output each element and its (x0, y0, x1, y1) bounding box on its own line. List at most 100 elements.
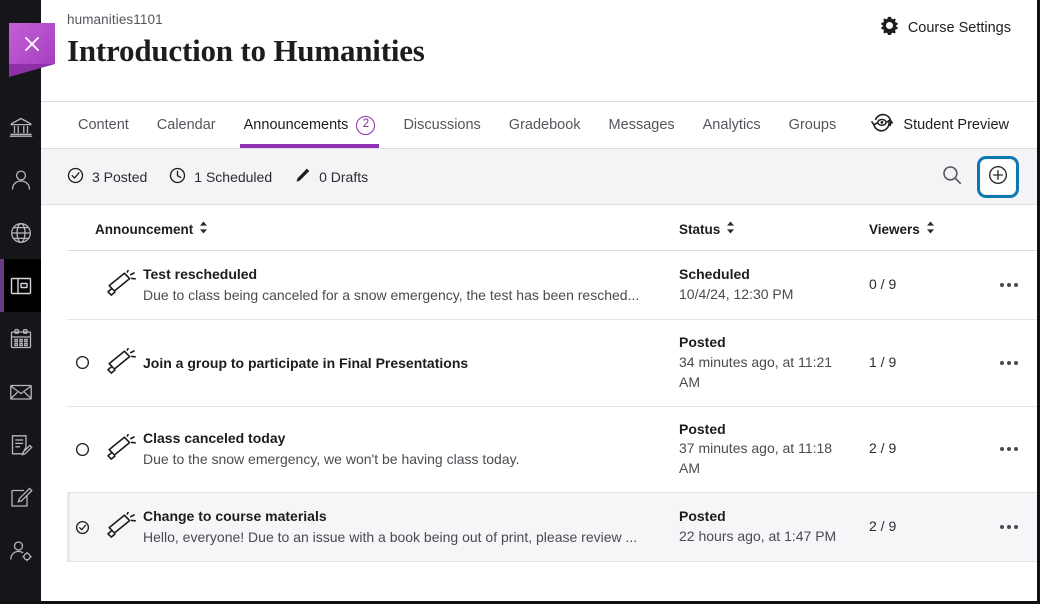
announcement-title[interactable]: Join a group to participate in Final Pre… (143, 354, 469, 371)
sidebar-item-calendar[interactable] (0, 312, 41, 365)
row-actions-cell (979, 406, 1037, 493)
sidebar-item-messages[interactable] (0, 365, 41, 418)
announcement-description: Due to class being canceled for a snow e… (143, 287, 640, 304)
viewers-count: 1 / 9 (869, 353, 897, 370)
row-actions-cell (979, 250, 1037, 321)
sidebar-item-courses[interactable] (0, 259, 41, 312)
tab-analytics[interactable]: Analytics (689, 102, 775, 148)
column-header-viewers[interactable]: Viewers (869, 205, 979, 251)
status-state: Posted (679, 508, 726, 525)
viewers-count: 0 / 9 (869, 276, 897, 293)
row-status-cell: Posted 37 minutes ago, at 11:18 AM (679, 406, 869, 493)
institution-icon (8, 114, 34, 140)
toolbar-actions (936, 155, 1019, 198)
column-header-announcement-label: Announcement (95, 221, 194, 237)
status-state: Posted (679, 334, 726, 351)
row-announcement-cell: Class canceled today Due to the snow eme… (67, 406, 679, 493)
tab-label: Announcements (243, 117, 349, 133)
table-row[interactable]: Join a group to participate in Final Pre… (67, 319, 1037, 407)
person-icon (8, 167, 34, 193)
table-body: Test rescheduled Due to class being canc… (67, 250, 1037, 563)
announcement-description: Due to the snow emergency, we won't be h… (143, 451, 520, 468)
globe-icon (8, 220, 34, 246)
sort-arrows-icon (199, 221, 208, 237)
announcement-description: Hello, everyone! Due to an issue with a … (143, 529, 638, 546)
table-row[interactable]: Test rescheduled Due to class being canc… (67, 250, 1037, 321)
main-area: humanities1101 Introduction to Humanitie… (41, 0, 1037, 601)
column-header-status[interactable]: Status (679, 205, 869, 251)
tab-label: Gradebook (508, 117, 581, 133)
table-row[interactable]: Class canceled today Due to the snow eme… (67, 406, 1037, 493)
row-actions-cell (979, 492, 1037, 563)
row-status-cell: Scheduled 10/4/24, 12:30 PM (679, 250, 869, 321)
kebab-menu-icon[interactable] (979, 275, 1037, 295)
sort-arrows-icon (926, 221, 935, 237)
read-status-indicator[interactable] (67, 355, 97, 370)
plus-circle-icon (987, 164, 1009, 189)
search-button[interactable] (936, 161, 968, 193)
filter-scheduled[interactable]: 1 Scheduled (169, 167, 272, 187)
viewers-count: 2 / 9 (869, 518, 897, 535)
megaphone-icon (97, 434, 143, 464)
status-state: Scheduled (679, 266, 750, 283)
row-actions-cell (979, 319, 1037, 407)
tab-calendar[interactable]: Calendar (143, 102, 230, 148)
tab-label: Analytics (702, 117, 761, 133)
announcement-title[interactable]: Class canceled today (143, 430, 286, 447)
megaphone-icon (97, 270, 143, 300)
course-settings-button[interactable]: Course Settings (880, 16, 1011, 40)
admin-icon (8, 538, 34, 564)
close-panel-button[interactable] (9, 23, 55, 77)
announcement-title[interactable]: Test rescheduled (143, 266, 258, 282)
tab-groups[interactable]: Groups (775, 102, 851, 148)
kebab-menu-icon[interactable] (979, 517, 1037, 537)
row-status-cell: Posted 34 minutes ago, at 11:21 AM (679, 319, 869, 407)
sidebar-item-courses-globe[interactable] (0, 206, 41, 259)
search-icon (941, 164, 963, 189)
status-time: 37 minutes ago, at 11:18 AM (679, 440, 833, 477)
tab-label: Groups (788, 117, 837, 133)
megaphone-icon (97, 512, 143, 542)
announcements-table-container: Announcement S (41, 205, 1037, 601)
row-announcement-cell: Change to course materials Hello, everyo… (67, 492, 679, 563)
course-header: humanities1101 Introduction to Humanitie… (41, 0, 1037, 102)
filter-drafts[interactable]: 0 Drafts (294, 167, 368, 187)
row-status-cell: Posted 22 hours ago, at 1:47 PM (679, 492, 869, 563)
close-panel-notch (9, 64, 55, 77)
read-status-indicator[interactable] (67, 520, 97, 535)
row-viewers-cell: 2 / 9 (869, 406, 979, 493)
announcements-toolbar: 3 Posted 1 Scheduled 0 Drafts (41, 149, 1037, 205)
table-row[interactable]: Change to course materials Hello, everyo… (67, 492, 1037, 563)
tab-content[interactable]: Content (67, 102, 143, 148)
tab-discussions[interactable]: Discussions (389, 102, 494, 148)
add-announcement-button[interactable] (977, 155, 1019, 198)
tools-icon (8, 485, 34, 511)
filter-posted[interactable]: 3 Posted (67, 167, 147, 187)
course-card-icon (8, 273, 34, 299)
sidebar-item-tools[interactable] (0, 471, 41, 524)
announcement-title[interactable]: Change to course materials (143, 507, 327, 524)
row-viewers-cell: 2 / 9 (869, 492, 979, 563)
kebab-menu-icon[interactable] (979, 353, 1037, 373)
sidebar-item-institution[interactable] (0, 100, 41, 153)
grades-icon (8, 432, 34, 458)
status-state: Posted (679, 420, 726, 437)
column-header-viewers-label: Viewers (869, 221, 920, 237)
table-header-row: Announcement S (67, 205, 1037, 251)
sidebar-item-grades[interactable] (0, 418, 41, 471)
course-code: humanities1101 (67, 12, 163, 27)
clock-icon (169, 167, 186, 187)
tab-label: Discussions (403, 117, 481, 133)
tab-announcements[interactable]: Announcements 2 (230, 102, 390, 148)
tab-messages[interactable]: Messages (595, 102, 689, 148)
sidebar-item-profile[interactable] (0, 153, 41, 206)
course-settings-label: Course Settings (907, 20, 1011, 36)
tab-gradebook[interactable]: Gradebook (495, 102, 595, 148)
sidebar-item-admin[interactable] (0, 524, 41, 577)
read-status-indicator[interactable] (67, 442, 97, 457)
kebab-menu-icon[interactable] (979, 439, 1037, 459)
column-header-announcement[interactable]: Announcement (67, 205, 679, 251)
row-announcement-cell: Test rescheduled Due to class being canc… (67, 250, 679, 321)
calendar-icon (8, 326, 34, 352)
student-preview-button[interactable]: Student Preview (870, 102, 1011, 148)
